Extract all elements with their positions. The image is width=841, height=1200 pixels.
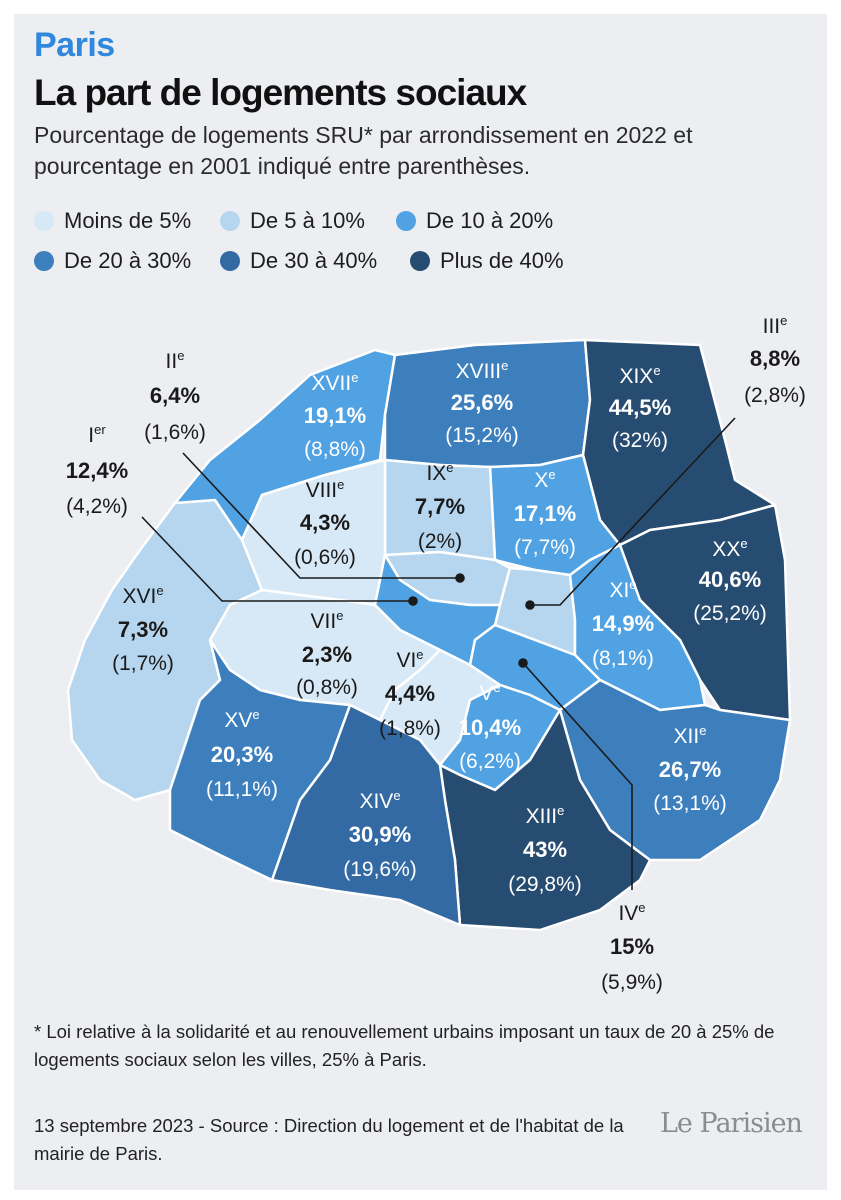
label-name-XII: XIIe (674, 723, 707, 748)
legend-swatch (396, 211, 416, 231)
arrondissement-XV (168, 638, 352, 882)
label-pct2001-XIII: (29,8%) (508, 873, 582, 896)
label-pct2001-II: (1,6%) (144, 421, 206, 444)
label-pct2022-XIV: 30,9% (349, 822, 411, 847)
label-name-IV: IVe (618, 900, 645, 925)
label-pct2001-V: (6,2%) (459, 750, 521, 773)
legend-swatch (34, 251, 54, 271)
label-name-VI: VIe (396, 647, 423, 672)
label-pct2001-XIX: (32%) (612, 429, 668, 452)
label-pct2001-IX: (2%) (418, 530, 462, 553)
label-pct2022-XIX: 44,5% (609, 395, 671, 420)
label-pct2001-XVI: (1,7%) (112, 652, 174, 675)
label-pct2001-XX: (25,2%) (693, 602, 767, 625)
label-name-VIII: VIIIe (306, 477, 345, 502)
label-name-XI: XIe (609, 577, 636, 602)
label-pct2001-VII: (0,8%) (296, 676, 358, 699)
label-pct2001-XV: (11,1%) (206, 778, 278, 801)
subtitle: Pourcentage de logements SRU* par arrond… (34, 122, 693, 179)
label-pct2022-IV: 15% (610, 934, 654, 959)
label-pct2022-V: 10,4% (459, 715, 521, 740)
label-name-V: Ve (479, 680, 500, 705)
label-name-X: Xe (534, 467, 555, 492)
legend-item-10-20: De 10 à 20% (396, 206, 553, 236)
label-pct2001-X: (7,7%) (514, 536, 576, 559)
arrondissement-XI (568, 543, 707, 712)
label-name-III: IIIe (763, 313, 788, 338)
label-pct2022-X: 17,1% (514, 501, 576, 526)
leader-line-III (530, 417, 736, 606)
label-pct2001-III: (2,8%) (744, 384, 806, 407)
leader-lines (141, 417, 736, 890)
label-pct2022-XVIII: 25,6% (451, 390, 513, 415)
label-pct2001-VIII: (0,6%) (294, 546, 356, 569)
label-name-II: IIe (166, 348, 185, 373)
label-name-IX: IXe (426, 460, 453, 485)
legend-item-5-10: De 5 à 10% (220, 206, 365, 236)
label-pct2001-VI: (1,8%) (379, 717, 441, 740)
leader-dot-III (525, 600, 535, 610)
label-pct2001-IV: (5,9%) (601, 971, 663, 994)
label-pct2022-II: 6,4% (150, 383, 200, 408)
label-pct2022-XVI: 7,3% (118, 617, 168, 642)
legend-item-20-30: De 20 à 30% (34, 246, 191, 276)
label-name-I: Ier (88, 422, 106, 447)
label-name-VII: VIIe (311, 608, 344, 633)
label-pct2022-XI: 14,9% (592, 611, 654, 636)
le-parisien-logo: Le Parisien (660, 1108, 803, 1139)
legend-item-gt40: Plus de 40% (410, 246, 564, 276)
label-pct2022-VII: 2,3% (302, 642, 352, 667)
label-name-XIII: XIIIe (526, 803, 565, 828)
legend-item-30-40: De 30 à 40% (220, 246, 377, 276)
legend-swatch (220, 211, 240, 231)
legend-swatch (34, 211, 54, 231)
legend-item-lt5: Moins de 5% (34, 206, 191, 236)
label-pct2022-XII: 26,7% (659, 757, 721, 782)
label-pct2001-XVII: (8,8%) (304, 438, 366, 461)
leader-dot-IV (518, 658, 528, 668)
label-pct2001-I: (4,2%) (66, 495, 128, 518)
leader-line-I (141, 516, 413, 602)
label-pct2001-XII: (13,1%) (653, 792, 727, 815)
label-name-XX: XXe (712, 536, 747, 561)
page-title: La part de logements sociaux (34, 72, 527, 113)
label-pct2022-XX: 40,6% (699, 567, 761, 592)
source-credit: 13 septembre 2023 - Source : Direction d… (34, 1115, 624, 1164)
label-pct2022-VIII: 4,3% (300, 510, 350, 535)
label-name-XIV: XIVe (359, 788, 400, 813)
label-pct2022-VI: 4,4% (385, 681, 435, 706)
label-pct2022-XV: 20,3% (211, 742, 273, 767)
map-labels: XVIIe 19,1% (8,8%) XVIIIe 25,6% (15,2%) … (66, 313, 806, 994)
label-pct2022-I: 12,4% (66, 458, 128, 483)
label-pct2001-XI: (8,1%) (592, 647, 654, 670)
label-name-XVII: XVIIe (312, 370, 359, 395)
label-name-XIX: XIXe (619, 363, 660, 388)
legend-swatch (220, 251, 240, 271)
leader-line-II (182, 452, 460, 579)
footnote: * Loi relative à la solidarité et au ren… (34, 1021, 775, 1070)
kicker: Paris (34, 26, 115, 64)
label-name-XV: XVe (224, 707, 259, 732)
leader-line-IV (522, 662, 633, 890)
label-pct2022-XVII: 19,1% (304, 403, 366, 428)
label-pct2022-III: 8,8% (750, 346, 800, 371)
label-pct2022-XIII: 43% (523, 837, 567, 862)
label-pct2001-XIV: (19,6%) (343, 858, 417, 881)
label-name-XVI: XVIe (122, 583, 163, 608)
label-name-XVIII: XVIIIe (456, 358, 509, 383)
legend-swatch (410, 251, 430, 271)
leader-dot-II (455, 573, 465, 583)
leader-dot-I (408, 596, 418, 606)
label-pct2022-IX: 7,7% (415, 494, 465, 519)
label-pct2001-XVIII: (15,2%) (445, 424, 519, 447)
